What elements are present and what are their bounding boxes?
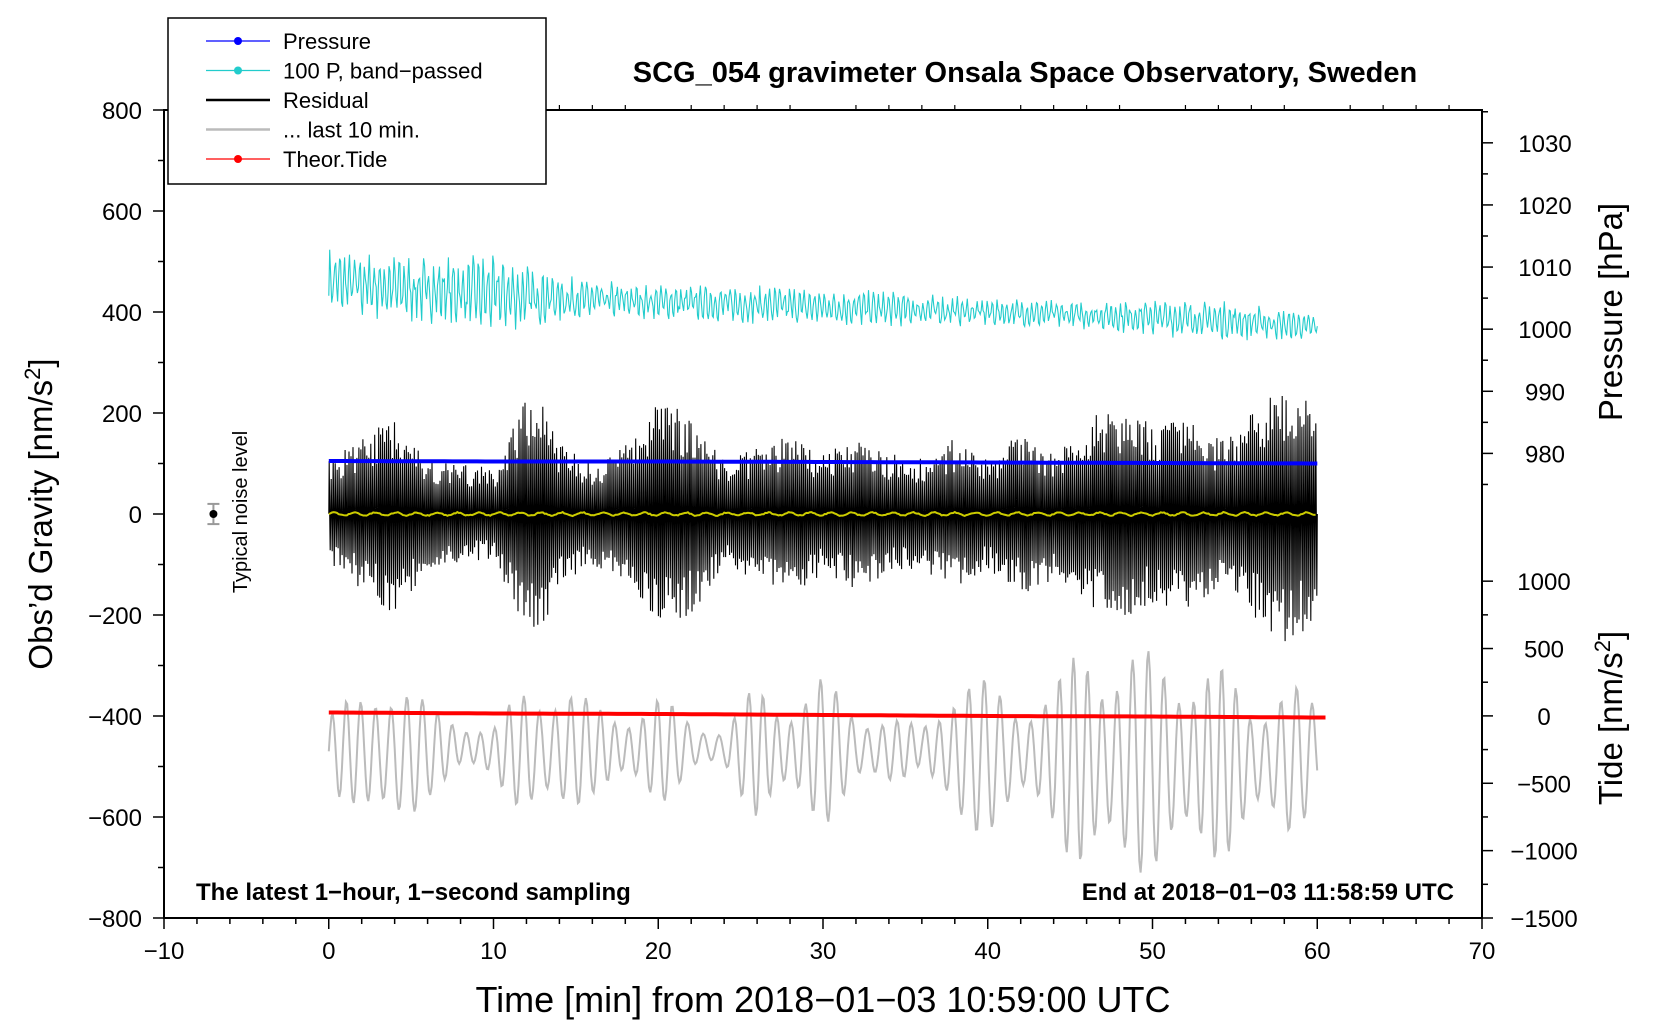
- sampling-note: The latest 1−hour, 1−second sampling: [196, 879, 631, 906]
- legend-swatch-marker: [234, 37, 242, 45]
- y-axis-label-left-sup: 2: [20, 368, 45, 380]
- y-axis-label-left: Obs’d Gravity [nm/s2]: [20, 358, 59, 669]
- end-time-note: End at 2018−01−03 11:58:59 UTC: [1082, 879, 1454, 906]
- x-tick-label: 30: [810, 938, 837, 965]
- y-tick-label: 0: [129, 502, 142, 529]
- x-tick-label: 60: [1304, 938, 1331, 965]
- legend: Pressure 100 P, band−passed Residual ... la…: [167, 17, 547, 185]
- x-tick-label: 0: [322, 938, 335, 965]
- y-axis-label-tide: Tide [nm/s2]: [1590, 631, 1629, 805]
- series-residual: [328, 395, 1318, 642]
- y-axis-label-tide-sup: 2: [1590, 640, 1615, 652]
- legend-label: Residual: [283, 88, 369, 113]
- x-tick-label: 40: [974, 938, 1001, 965]
- y-axis-label-left-text: Obs’d Gravity [nm/s: [22, 380, 59, 670]
- x-tick-label: −10: [144, 938, 185, 965]
- y-tick-label: 800: [102, 98, 142, 125]
- pressure-tick-label: 990: [1525, 379, 1565, 406]
- tide-tick-label: −1500: [1510, 906, 1577, 933]
- x-axis-label: Time [min] from 2018−01−03 10:59:00 UTC: [475, 979, 1170, 1020]
- x-tick-label: 50: [1139, 938, 1166, 965]
- y-tick-label: 200: [102, 401, 142, 428]
- y-axis-label-tide-end: ]: [1592, 631, 1629, 640]
- series-theoretical-tide: [328, 710, 1326, 720]
- pressure-tick-label: 980: [1525, 441, 1565, 468]
- legend-swatch-marker: [234, 155, 242, 163]
- y-tick-label: 400: [102, 300, 142, 327]
- y-tick-label: −600: [88, 805, 142, 832]
- legend-swatch-marker: [234, 66, 242, 75]
- series-pressure: [328, 459, 1318, 466]
- tide-tick-label: −500: [1517, 771, 1571, 798]
- y-axis-label-pressure: Pressure [hPa]: [1592, 203, 1629, 421]
- series-last-10-min: [327, 651, 1319, 873]
- series-band-passed-pressure: [328, 249, 1318, 341]
- noise-marker: [207, 502, 220, 526]
- series-residual-smoothed: [328, 510, 1316, 518]
- y-tick-label: 600: [102, 199, 142, 226]
- tide-tick-label: 1000: [1517, 569, 1570, 596]
- noise-level-label: Typical noise level: [230, 431, 252, 593]
- axis-layer: −10 0 10 20 30 40 50 60 708006004002000−200−400−…: [88, 98, 1578, 965]
- x-tick-label: 10: [480, 938, 507, 965]
- noise-point: [209, 510, 218, 518]
- y-axis-label-left-end: ]: [22, 358, 59, 367]
- legend-label: Pressure: [283, 29, 371, 54]
- legend-label: 100 P, band−passed: [283, 59, 483, 84]
- series-layer: [327, 249, 1326, 873]
- tide-tick-label: −1000: [1510, 839, 1577, 866]
- x-tick-label: 70: [1469, 938, 1496, 965]
- pressure-tick-label: 1030: [1518, 131, 1571, 158]
- x-tick-label: 20: [645, 938, 672, 965]
- pressure-tick-label: 1000: [1518, 317, 1571, 344]
- y-tick-label: −200: [88, 603, 142, 630]
- y-axis-label-tide-text: Tide [nm/s: [1592, 652, 1629, 805]
- legend-label: ... last 10 min.: [283, 118, 420, 143]
- tide-tick-label: 0: [1537, 704, 1550, 731]
- pressure-tick-label: 1010: [1518, 255, 1571, 282]
- pressure-tick-label: 1020: [1518, 193, 1571, 220]
- chart-title: SCG_054 gravimeter Onsala Space Observat…: [633, 57, 1417, 89]
- legend-label: Theor.Tide: [283, 147, 387, 172]
- tide-tick-label: 500: [1524, 637, 1564, 664]
- y-tick-label: −800: [88, 906, 142, 933]
- y-tick-label: −400: [88, 704, 142, 731]
